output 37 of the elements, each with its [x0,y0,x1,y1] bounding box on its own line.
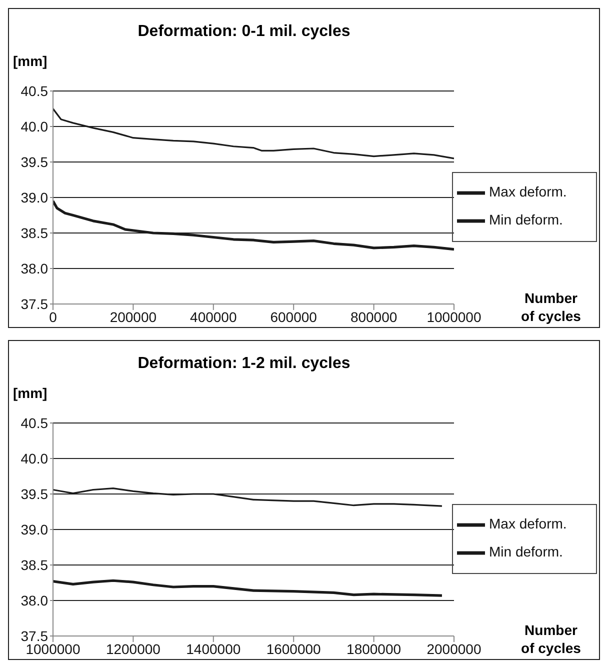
y-tick-label: 40.5 [20,414,48,431]
x-tick-label: 1400000 [186,640,241,657]
y-tick-label: 40.0 [20,450,48,466]
x-tick-label: 1200000 [106,640,161,657]
chart-title: Deformation: 0-1 mil. cycles [136,23,352,41]
x-tick-label: 200000 [110,308,157,325]
y-tick-label: 37.5 [20,296,48,312]
y-tick-label: 39.5 [20,154,48,170]
y-tick-label: 38.0 [20,260,48,276]
y-tick-label: 39.5 [20,486,48,502]
x-tick-label: 800000 [350,308,398,325]
y-tick-label: 39.0 [20,521,48,538]
legend-label: Min deform. [489,211,563,228]
y-axis-title: [mm] [13,53,48,69]
x-tick-label: 0 [49,308,58,325]
y-tick-label: 38.0 [20,592,48,608]
legend-label: Max deform. [489,183,567,200]
legend-label: Max deform. [489,515,567,532]
y-axis-title: [mm] [13,385,48,401]
x-axis-title: Number of cycles [520,621,582,657]
x-tick-label: 400000 [190,308,237,325]
y-tick-label: 38.5 [20,556,48,573]
y-tick-label: 40.0 [20,118,48,134]
y-tick-label: 38.5 [20,224,48,241]
x-axis-title: Number of cycles [520,289,582,325]
x-tick-label: 2000000 [426,640,482,657]
line-series [53,579,444,597]
line-series [53,108,454,160]
x-tick-label: 600000 [270,308,318,325]
chart-title: Deformation: 1-2 mil. cycles [136,355,352,373]
y-tick-label: 39.0 [20,189,48,206]
x-tick-label: 1000000 [426,308,482,325]
legend-label: Min deform. [489,543,563,560]
x-tick-label: 1600000 [266,640,322,657]
x-tick-label: 1800000 [346,640,402,657]
line-series [53,200,454,251]
y-tick-label: 40.5 [20,82,48,99]
